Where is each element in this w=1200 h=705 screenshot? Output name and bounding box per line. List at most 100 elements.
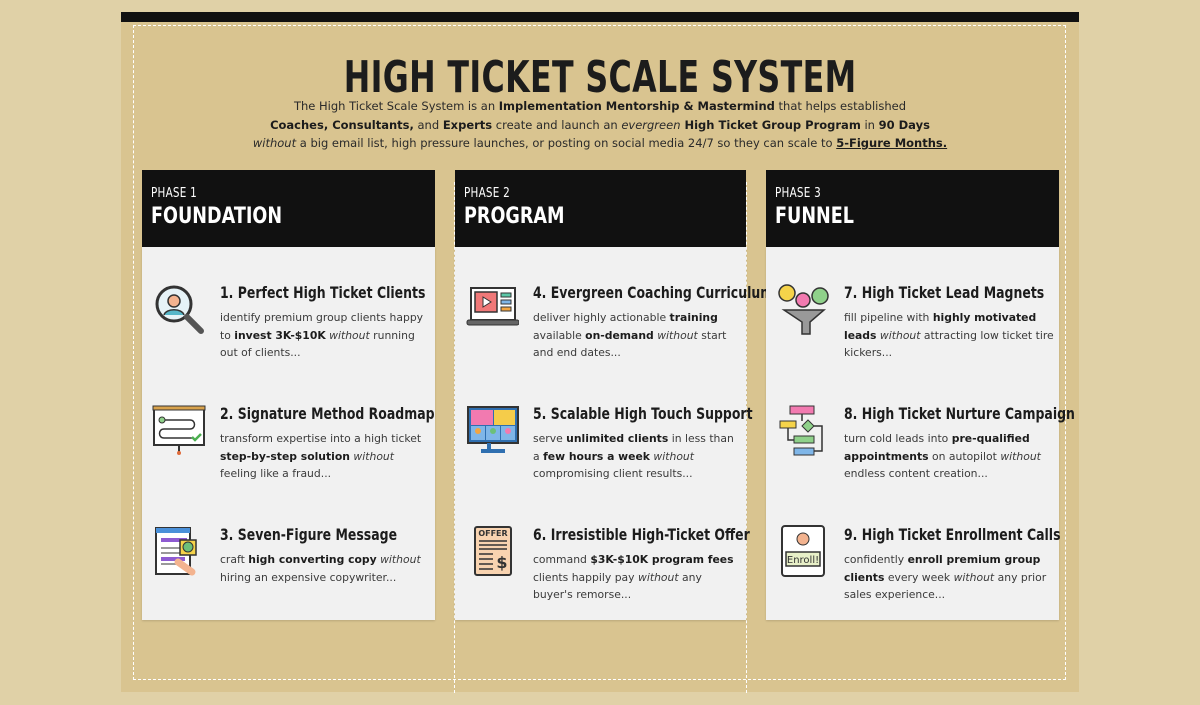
text-segment: without	[252, 136, 297, 150]
magnifier-client-icon	[152, 282, 206, 336]
text-segment: highly motivated leads	[844, 311, 1037, 342]
item-title: 1. Perfect High Ticket Clients	[220, 283, 426, 302]
phase-header: PHASE 3 FUNNEL	[766, 170, 1059, 247]
text-segment: Experts	[442, 117, 493, 132]
video-call-monitor-icon	[465, 403, 519, 457]
item-title: 6. Irresistible High-Ticket Offer	[533, 525, 750, 544]
sales-page-icon	[152, 524, 206, 578]
item-description: serve unlimited clients in less than a f…	[533, 430, 743, 483]
video-course-laptop-icon	[465, 282, 520, 336]
text-segment: $3K-$10K program fees	[590, 553, 734, 566]
text-segment: and	[413, 117, 443, 132]
text-segment: running out of clients...	[220, 328, 415, 360]
item-description: confidently enroll premium group clients…	[844, 551, 1054, 604]
text-segment: on-demand	[585, 328, 654, 342]
text-segment: in	[860, 117, 879, 132]
text-segment: evergreen	[621, 117, 681, 132]
text-segment: invest 3K-$10K	[234, 328, 326, 342]
top-bar	[121, 12, 1079, 22]
text-segment: without	[1000, 449, 1041, 463]
text-segment: available	[533, 328, 586, 342]
text-segment: 90 Days	[878, 117, 930, 132]
item-title: 2. Signature Method Roadmap	[220, 404, 435, 423]
text-segment: compromising client results...	[533, 467, 693, 480]
item-description: craft high converting copy without hirin…	[220, 551, 430, 586]
text-segment: craft	[220, 553, 249, 566]
intro-text: The High Ticket Scale System is an Imple…	[161, 97, 1039, 153]
phase-card: 4. Evergreen Coaching Curriculum deliver …	[455, 247, 773, 620]
text-segment: High Ticket Group Program	[680, 117, 861, 132]
phase-name: FOUNDATION	[151, 204, 283, 229]
text-segment: start and end dates...	[533, 328, 727, 360]
text-segment: every week	[884, 570, 954, 584]
text-segment: step-by-step solution	[220, 449, 350, 463]
item-title: 8. High Ticket Nurture Campaign	[844, 404, 1075, 423]
text-segment: that helps established	[774, 99, 907, 113]
item-title: 3. Seven-Figure Message	[220, 525, 398, 544]
item-description: turn cold leads into pre-qualified appoi…	[844, 430, 1054, 483]
phase-number: PHASE 2	[464, 186, 510, 201]
text-segment: any buyer's remorse...	[533, 570, 702, 602]
item-description: fill pipeline with highly motivated lead…	[844, 309, 1054, 362]
text-segment: serve	[533, 432, 567, 445]
text-segment: without	[653, 449, 694, 463]
text-segment: without	[638, 570, 679, 584]
page-title: HIGH TICKET SCALE SYSTEM	[343, 52, 857, 103]
phase-card: 7. High Ticket Lead Magnets fill pipeline…	[766, 247, 1075, 620]
text-segment: without	[657, 328, 698, 342]
text-segment: attracting low ticket tire kickers...	[844, 328, 1054, 360]
item-title: 9. High Ticket Enrollment Calls	[844, 525, 1061, 544]
phase-name: PROGRAM	[464, 204, 565, 229]
column-divider	[746, 182, 747, 693]
phase-name: FUNNEL	[775, 204, 855, 229]
five-figure-link[interactable]: 5-Figure Months.	[836, 136, 948, 150]
lead-funnel-icon	[776, 282, 830, 336]
phase-3-column: PHASE 3 FUNNEL 7. High Ticket Lead Magnets…	[766, 170, 1075, 620]
text-segment: high converting copy	[248, 553, 377, 566]
roadmap-board-icon	[152, 403, 206, 457]
dashed-border	[133, 25, 1066, 680]
text-segment: command	[533, 553, 591, 566]
text-segment: create and launch an	[492, 117, 622, 132]
main-panel: HIGH TICKET SCALE SYSTEM The High Ticket…	[121, 12, 1079, 693]
text-segment: endless content creation...	[844, 467, 988, 480]
enroll-badge-icon: Enroll!	[776, 524, 830, 578]
text-segment: without	[953, 570, 995, 584]
phase-card: 1. Perfect High Ticket Clients identify p…	[142, 247, 435, 620]
text-segment: without	[879, 328, 921, 342]
phase-number: PHASE 3	[775, 186, 821, 201]
column-divider	[454, 182, 455, 693]
text-segment: fill pipeline with	[844, 311, 933, 324]
text-segment: without	[353, 449, 394, 463]
text-segment: turn cold leads into	[844, 432, 952, 445]
svg-text:$: $	[496, 553, 507, 572]
text-segment: Coaches, Consultants,	[270, 117, 414, 132]
svg-text:OFFER: OFFER	[478, 529, 507, 538]
text-segment: hiring an expensive copywriter...	[220, 570, 397, 584]
text-segment: without	[380, 553, 421, 566]
text-segment: training	[669, 311, 718, 324]
text-segment: in less than a	[533, 432, 734, 463]
item-description: deliver highly actionable training avail…	[533, 309, 743, 362]
text-segment: identify premium group clients happy to	[220, 311, 424, 342]
item-description: identify premium group clients happy to …	[220, 309, 430, 362]
item-description: transform expertise into a high ticket s…	[220, 430, 430, 483]
phase-2-column: PHASE 2 PROGRAM 4. Evergreen Coaching Curr…	[455, 170, 773, 620]
text-segment: Implementation Mentorship & Mastermind	[498, 99, 775, 113]
text-segment: confidently	[844, 553, 908, 566]
phase-header: PHASE 2 PROGRAM	[455, 170, 746, 247]
text-segment: a big email list, high pressure launches…	[296, 136, 837, 150]
text-segment: without	[329, 328, 370, 342]
text-segment: feeling like a fraud...	[220, 467, 332, 480]
text-segment: pre-qualified appointments	[844, 432, 1030, 463]
item-title: 4. Evergreen Coaching Curriculum	[533, 283, 774, 302]
text-segment: transform expertise into a high ticket	[220, 432, 422, 445]
text-segment: deliver highly actionable	[533, 311, 670, 324]
item-title: 5. Scalable High Touch Support	[533, 404, 753, 423]
workflow-icon	[776, 403, 830, 457]
phase-header: PHASE 1 FOUNDATION	[142, 170, 435, 247]
phase-number: PHASE 1	[151, 186, 197, 201]
text-segment: The High Ticket Scale System is an	[293, 99, 499, 113]
phase-1-column: PHASE 1 FOUNDATION 1. Perfect High Ticket …	[142, 170, 435, 620]
text-segment: unlimited clients	[566, 432, 669, 445]
